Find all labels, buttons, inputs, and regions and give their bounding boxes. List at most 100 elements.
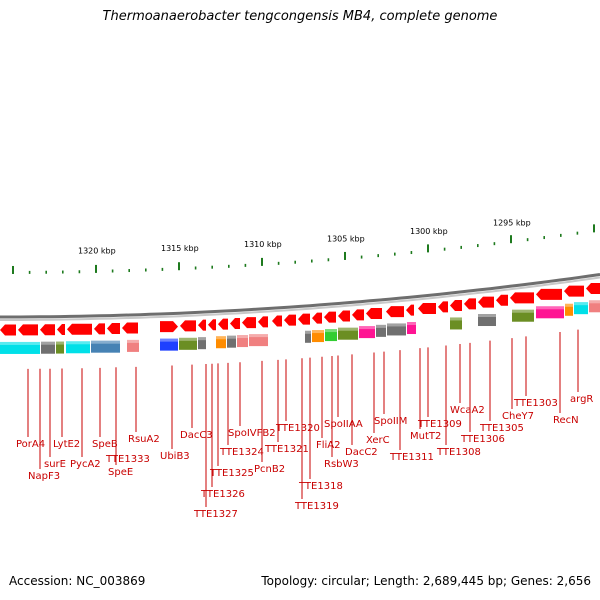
- feature-block-highlight: [127, 339, 139, 343]
- gene-label: RecN: [553, 415, 579, 426]
- feature-block-highlight: [387, 323, 406, 327]
- feature-block-highlight: [249, 334, 268, 338]
- gene-arrow: [0, 324, 16, 336]
- feature-block-highlight: [312, 330, 324, 334]
- gene-label: RsbW3: [324, 459, 359, 470]
- feature-block-highlight: [198, 337, 206, 341]
- feature-block: [227, 335, 236, 348]
- feature-block: [56, 341, 64, 354]
- feature-block: [359, 326, 375, 339]
- feature-block-highlight: [91, 340, 120, 344]
- feature-block: [237, 335, 248, 348]
- gene-label: RsuA2: [128, 434, 160, 445]
- gene-label: TTE1305: [479, 423, 524, 434]
- gene-label: SpoIVFB2: [228, 428, 276, 439]
- feature-block: [127, 339, 139, 352]
- gene-label: argR: [570, 394, 593, 405]
- gene-arrow: [208, 319, 216, 331]
- feature-block-highlight: [478, 314, 496, 318]
- genome-backbone: [0, 273, 600, 321]
- gene-label: TTE1327: [193, 509, 238, 520]
- gene-arrow: [18, 324, 38, 336]
- gene-arrow: [352, 309, 364, 321]
- gene-arrow: [496, 294, 508, 306]
- feature-block: [249, 334, 268, 347]
- gene-arrow: [312, 312, 322, 324]
- gene-arrow: [338, 310, 350, 322]
- feature-block: [478, 314, 496, 327]
- gene-label: TTE1333: [105, 454, 150, 465]
- gene-label: TTE1324: [219, 447, 264, 458]
- gene-label: TTE1303: [513, 398, 558, 409]
- feature-block-highlight: [56, 341, 64, 345]
- gene-label: DacC2: [345, 447, 378, 458]
- feature-block-highlight: [179, 337, 197, 341]
- feature-block-highlight: [305, 330, 311, 334]
- feature-block-highlight: [589, 300, 600, 304]
- gene-label: PycA2: [70, 459, 101, 470]
- label-leaders: [27, 329, 579, 507]
- gene-label: UbiB3: [160, 451, 190, 462]
- gene-arrow: [122, 322, 138, 334]
- gene-arrow: [284, 314, 296, 326]
- gene-arrow: [218, 318, 228, 330]
- feature-blocks: [0, 300, 600, 354]
- feature-block: [574, 302, 588, 315]
- gene-arrow: [272, 315, 282, 327]
- gene-label: PcnB2: [254, 464, 285, 475]
- gene-arrow: [94, 323, 105, 335]
- gene-label: SpeB: [92, 439, 118, 450]
- gene-label: TTE1326: [200, 489, 245, 500]
- scale-labels: 1320 kbp 1315 kbp 1310 kbp 1305 kbp 1300 kbp…: [78, 218, 531, 255]
- feature-block-highlight: [41, 341, 55, 345]
- scale-label: 1320 kbp: [78, 246, 116, 255]
- gene-label: TTE1306: [460, 434, 505, 445]
- gene-arrow: [564, 285, 584, 297]
- feature-block: [407, 322, 416, 335]
- gene-arrow: [160, 321, 178, 333]
- gene-label: TTE1311: [389, 452, 434, 463]
- gene-arrow: [198, 319, 206, 331]
- gene-label: TTE1318: [298, 481, 343, 492]
- feature-block: [512, 309, 534, 322]
- gene-arrow: [366, 307, 382, 319]
- gene-arrow: [107, 322, 120, 334]
- gene-arrow: [478, 296, 494, 308]
- genome-summary-text: Topology: circular; Length: 2,689,445 bp…: [261, 574, 591, 588]
- scale-label: 1300 kbp: [410, 227, 448, 236]
- gene-label: FliA2: [316, 440, 341, 451]
- feature-block-highlight: [565, 303, 573, 307]
- gene-label: MutT2: [410, 431, 441, 442]
- gene-arrow: [406, 304, 414, 316]
- gene-label: TTE1319: [294, 501, 339, 512]
- gene-label: TTE1309: [417, 419, 462, 430]
- feature-block: [91, 340, 120, 353]
- scale-label: 1305 kbp: [327, 234, 365, 243]
- gene-arrow: [438, 301, 448, 313]
- feature-block: [325, 329, 337, 342]
- gene-arrow: [386, 306, 404, 318]
- gene-label: TTE1308: [436, 447, 481, 458]
- feature-block-highlight: [216, 336, 226, 340]
- feature-block-highlight: [512, 309, 534, 313]
- gene-arrow: [450, 299, 462, 311]
- gene-arrow: [324, 311, 336, 323]
- feature-block-highlight: [536, 306, 564, 310]
- gene-arrow: [180, 320, 196, 332]
- feature-block: [160, 338, 178, 351]
- feature-block: [66, 341, 90, 354]
- gene-label: WcaA2: [450, 405, 485, 416]
- feature-block: [0, 341, 40, 354]
- gene-arrow: [67, 323, 92, 335]
- backbone-inner: [0, 276, 600, 321]
- feature-block-highlight: [237, 335, 248, 339]
- feature-block: [216, 336, 226, 349]
- feature-block: [450, 317, 462, 330]
- feature-block-highlight: [407, 322, 416, 326]
- gene-label: XerC: [366, 435, 390, 446]
- gene-arrow: [510, 292, 534, 304]
- feature-block: [305, 330, 311, 343]
- gene-arrow: [242, 317, 256, 329]
- feature-block: [589, 300, 600, 313]
- gene-label: SpoIIM: [374, 416, 407, 427]
